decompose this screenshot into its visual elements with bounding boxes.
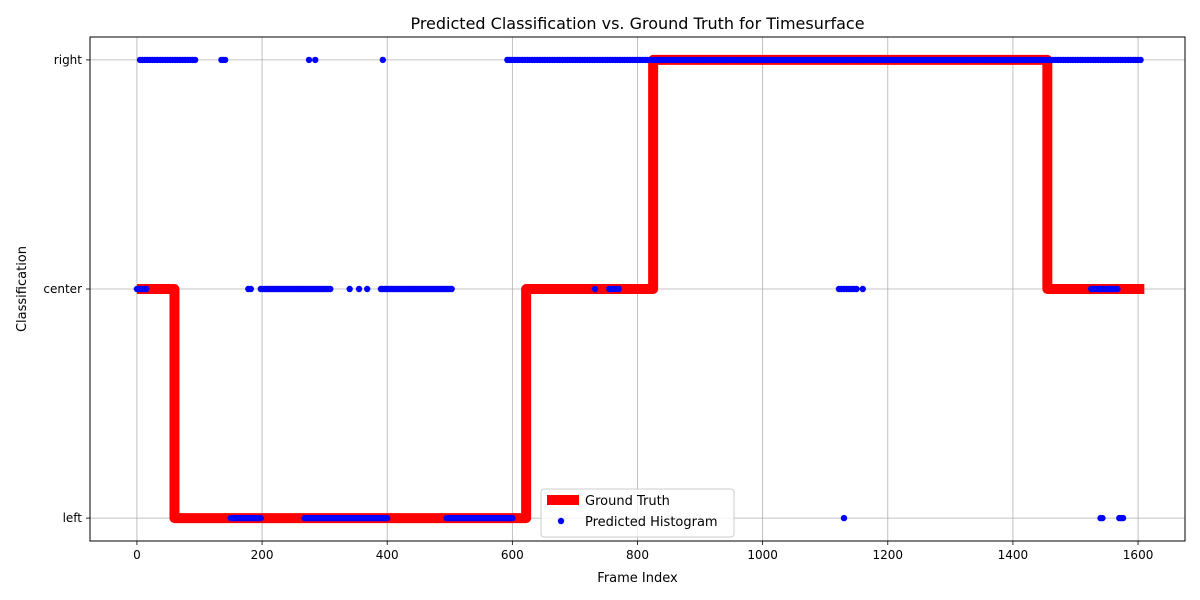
- predicted-point: [327, 285, 334, 293]
- predicted-point: [853, 285, 860, 293]
- predicted-point: [1114, 285, 1121, 293]
- y-tick-label: left: [63, 511, 83, 525]
- predicted-point: [859, 285, 866, 293]
- y-tick-label: center: [43, 282, 82, 296]
- y-tick-label: right: [54, 53, 82, 67]
- x-axis-label: Frame Index: [597, 571, 678, 586]
- predicted-point: [143, 285, 150, 293]
- x-tick-label: 1200: [873, 548, 904, 562]
- predicted-point: [384, 514, 391, 522]
- chart-title: Predicted Classification vs. Ground Trut…: [410, 14, 864, 33]
- predicted-point: [591, 285, 599, 293]
- x-axis-ticks: 0 200 400 600 800 1000 1200 1400 1600: [133, 541, 1153, 562]
- predicted-point: [257, 514, 265, 522]
- predicted-point: [247, 285, 255, 293]
- predicted-point: [1099, 514, 1106, 522]
- predicted-point: [305, 56, 313, 64]
- x-tick-label: 800: [626, 548, 649, 562]
- predicted-histogram-series: [133, 56, 1144, 522]
- x-tick-label: 1400: [998, 548, 1029, 562]
- predicted-point: [377, 285, 385, 293]
- predicted-point: [448, 285, 455, 293]
- predicted-point: [840, 514, 848, 522]
- legend-box: [540, 488, 735, 538]
- legend-predicted-swatch: [557, 517, 565, 525]
- ground-truth-line: [136, 54, 1145, 524]
- predicted-point: [191, 56, 199, 64]
- predicted-point: [509, 514, 516, 522]
- legend-ground-truth-label: Ground Truth: [585, 494, 670, 509]
- predicted-point: [355, 285, 363, 293]
- predicted-point: [312, 56, 319, 64]
- y-axis-ticks: left center right: [43, 53, 90, 525]
- x-tick-label: 600: [501, 548, 524, 562]
- predicted-point: [221, 56, 229, 64]
- x-tick-label: 1600: [1123, 548, 1154, 562]
- y-axis-label: Classification: [15, 246, 30, 332]
- x-tick-label: 0: [133, 548, 141, 562]
- ground-truth-series: [136, 54, 1145, 524]
- predicted-point: [379, 56, 387, 64]
- predicted-point: [615, 285, 622, 293]
- predicted-point: [346, 285, 353, 293]
- legend-predicted-label: Predicted Histogram: [585, 515, 718, 530]
- x-tick-label: 1000: [747, 548, 778, 562]
- predicted-point: [363, 285, 371, 293]
- legend: Ground Truth Predicted Histogram: [540, 488, 735, 538]
- x-tick-label: 200: [251, 548, 274, 562]
- predicted-point: [1137, 56, 1144, 64]
- predicted-point: [1119, 514, 1127, 522]
- x-tick-label: 400: [376, 548, 399, 562]
